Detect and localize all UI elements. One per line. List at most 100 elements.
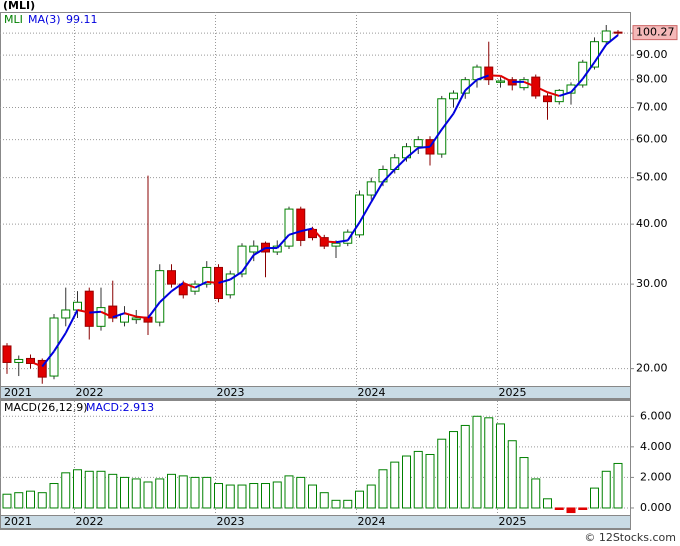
- macd-bar: [343, 499, 353, 509]
- candle-body: [26, 357, 35, 364]
- ma-segment: [77, 308, 90, 314]
- ma-segment: [535, 85, 548, 94]
- macd-bar: [554, 507, 564, 510]
- x-tick-label: 2023: [217, 386, 245, 399]
- candle-body: [84, 290, 94, 327]
- candle-body: [590, 41, 599, 68]
- macd-bar: [331, 499, 341, 509]
- ma-name: MA(3): [28, 13, 61, 26]
- macd-bar: [484, 417, 494, 509]
- ma-segment: [311, 227, 325, 243]
- macd-bar: [61, 472, 71, 509]
- x-tick-label: 2021: [4, 515, 32, 528]
- ma-segment: [500, 74, 513, 83]
- macd-bar: [131, 478, 141, 509]
- y-tick-label: 50.00: [636, 171, 668, 184]
- ma-segment: [100, 310, 114, 319]
- macd-bar: [96, 470, 106, 509]
- y-tick-label: 4.000: [640, 440, 672, 453]
- ma-segment: [194, 280, 208, 289]
- x-tick-label: 2024: [358, 515, 386, 528]
- candle-body: [355, 194, 364, 236]
- ma-segment: [382, 168, 396, 183]
- price-frame: [0, 12, 631, 400]
- macd-bar: [496, 423, 505, 509]
- ma-segment: [218, 278, 231, 284]
- last-price-box: [632, 25, 678, 41]
- ma-segment: [605, 34, 619, 46]
- macd-bar: [37, 492, 47, 509]
- candle-body: [190, 283, 200, 292]
- candle-body: [601, 30, 611, 43]
- macd-bar: [296, 476, 306, 509]
- macd-bar: [390, 461, 400, 509]
- macd-bar: [355, 490, 364, 509]
- macd-bar: [425, 453, 435, 509]
- macd-bar: [2, 493, 12, 509]
- y-tick-label: 90.00: [636, 48, 668, 61]
- macd-bar: [566, 507, 576, 514]
- y-tick-label: 60.00: [636, 133, 668, 146]
- x-tick-label: 2024: [358, 386, 386, 399]
- chart-title: (MLI): [3, 0, 35, 12]
- ma-segment: [147, 301, 161, 319]
- candle-body: [331, 242, 341, 247]
- ma-segment: [89, 310, 102, 314]
- candle-body: [225, 273, 235, 296]
- macd-bar: [272, 481, 282, 509]
- macd-bar: [437, 438, 447, 509]
- ma-segment: [358, 201, 373, 223]
- candle-body: [272, 245, 282, 253]
- ma-segment: [346, 221, 361, 241]
- y-tick-label: 2.000: [640, 470, 672, 483]
- ma-segment: [241, 254, 255, 273]
- candle-body: [155, 270, 165, 323]
- macd-bar: [578, 507, 588, 510]
- macd-bar: [590, 487, 599, 509]
- ma-segment: [440, 112, 455, 131]
- ma-segment: [476, 74, 490, 81]
- macd-bar: [319, 492, 329, 509]
- macd-bar: [613, 462, 623, 509]
- macd-bar: [449, 431, 458, 509]
- macd-value: MACD:2.913: [86, 401, 154, 414]
- y-tick-label: 70.00: [636, 101, 668, 114]
- candle-body: [49, 317, 59, 377]
- ma-segment: [159, 290, 173, 303]
- macd-bar: [84, 470, 94, 509]
- x-tick-label: 2025: [499, 515, 527, 528]
- ma-segment: [229, 270, 243, 281]
- ma-segment: [170, 282, 184, 292]
- ma-segment: [112, 312, 125, 319]
- candle-body: [37, 359, 47, 378]
- y-tick-label: 6.000: [640, 409, 672, 422]
- date-strip: [0, 515, 631, 529]
- x-tick-label: 2022: [76, 515, 104, 528]
- candle-body: [413, 139, 423, 148]
- y-tick-label: 20.00: [636, 362, 668, 375]
- ma-segment: [394, 157, 408, 171]
- macd-bar: [284, 475, 294, 509]
- macd-bar: [108, 473, 118, 509]
- x-tick-label: 2021: [4, 386, 32, 399]
- ma-segment: [41, 350, 55, 368]
- candle-body: [543, 95, 552, 103]
- ma-segment: [53, 332, 67, 352]
- candle-body: [249, 245, 259, 253]
- ma-segment: [324, 240, 337, 244]
- ma-segment: [64, 309, 79, 334]
- macd-bar: [49, 483, 59, 509]
- ma-segment: [452, 89, 467, 115]
- macd-bar: [472, 415, 482, 509]
- ma-segment: [429, 128, 443, 148]
- candle-body: [554, 89, 564, 103]
- ma-segment: [253, 247, 267, 256]
- ma-segment: [182, 282, 196, 289]
- last-price-label: 100.27: [636, 26, 675, 39]
- candle-body: [296, 208, 306, 241]
- ma-segment: [418, 145, 431, 149]
- y-tick-label: 30.00: [636, 277, 668, 290]
- ma-segment: [30, 360, 43, 368]
